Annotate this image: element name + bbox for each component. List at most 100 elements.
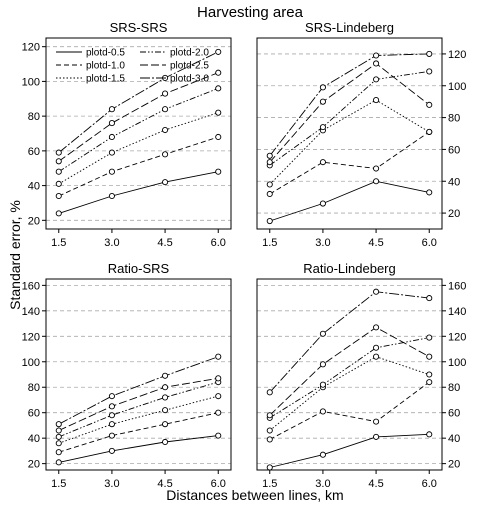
- data-point: [55, 149, 62, 156]
- panel-title: SRS-SRS: [110, 20, 168, 35]
- data-point: [373, 76, 380, 83]
- data-point: [215, 48, 222, 55]
- data-point: [162, 438, 169, 446]
- y-tick-label: 120: [448, 331, 466, 343]
- data-point: [162, 421, 169, 428]
- series-line-plotd-1.0: [58, 412, 219, 453]
- series-line-plotd-3.0: [58, 51, 219, 153]
- x-tick-label: 4.5: [368, 478, 383, 490]
- y-tick-label: 100: [22, 357, 40, 369]
- series-line-plotd-3.0: [269, 53, 430, 157]
- data-point: [215, 409, 222, 416]
- x-tick-label: 3.0: [315, 478, 330, 490]
- data-point: [108, 192, 115, 200]
- series-line-plotd-2.0: [269, 337, 430, 419]
- data-point: [373, 165, 380, 172]
- data-point: [266, 464, 273, 471]
- panel-title: Ratio-Lindeberg: [303, 261, 396, 276]
- y-tick-label: 140: [22, 306, 40, 318]
- x-tick-label: 1.5: [51, 478, 66, 490]
- data-point: [373, 52, 380, 59]
- data-point: [319, 451, 326, 458]
- data-point: [319, 408, 326, 415]
- data-point: [162, 394, 169, 401]
- y-tick-label: 160: [448, 280, 466, 292]
- x-tick-label: 3.0: [104, 237, 119, 249]
- data-point: [162, 384, 169, 391]
- y-tick-label: 20: [28, 459, 40, 471]
- data-point: [108, 421, 115, 428]
- data-point: [215, 353, 222, 360]
- chart-panel-3: Ratio-SRS 20 40 60 80 100 120 140 160 1.5 3.0 4.5 6.…: [22, 261, 232, 490]
- data-point: [162, 126, 169, 134]
- series-line-plotd-2.5: [58, 377, 219, 431]
- data-point: [215, 168, 222, 175]
- data-point: [108, 432, 115, 439]
- x-tick-label: 1.5: [51, 237, 66, 249]
- data-point: [215, 432, 222, 439]
- x-tick-label: 1.5: [262, 237, 277, 249]
- data-point: [55, 158, 62, 165]
- data-point: [55, 433, 62, 440]
- data-point: [266, 190, 273, 198]
- data-point: [426, 334, 433, 341]
- y-tick-label: 120: [22, 331, 40, 343]
- x-tick-label: 3.0: [104, 478, 119, 490]
- data-point: [266, 159, 273, 166]
- data-point: [55, 440, 62, 447]
- data-point: [319, 200, 326, 207]
- data-point: [108, 133, 115, 141]
- y-tick-label: 120: [448, 49, 466, 61]
- data-point: [55, 180, 62, 187]
- data-point: [373, 344, 380, 351]
- y-tick-label: 40: [28, 181, 40, 193]
- plot-frame: [45, 37, 232, 230]
- data-point: [266, 436, 273, 443]
- data-point: [266, 181, 273, 188]
- panel-title: Ratio-SRS: [108, 261, 170, 276]
- data-point: [215, 109, 222, 116]
- legend-label: plotd-1.5: [86, 74, 125, 85]
- series-line-plotd-1.0: [58, 136, 219, 197]
- x-tick-label: 6.0: [211, 478, 226, 490]
- y-tick-label: 60: [28, 146, 40, 158]
- data-point: [108, 149, 115, 156]
- y-tick-label: 120: [22, 42, 40, 54]
- data-point: [162, 90, 169, 97]
- data-point: [162, 407, 169, 414]
- data-point: [266, 412, 273, 419]
- data-point: [55, 192, 62, 200]
- figure-title: Harvesting area: [197, 4, 304, 21]
- y-tick-label: 140: [448, 306, 466, 318]
- plot-frame: [45, 278, 232, 471]
- data-point: [215, 69, 222, 76]
- data-point: [426, 101, 433, 108]
- y-tick-label: 60: [448, 408, 460, 420]
- series-line-plotd-0.5: [58, 171, 219, 214]
- series-line-plotd-2.0: [269, 70, 430, 166]
- data-point: [266, 217, 273, 225]
- data-point: [108, 403, 115, 410]
- legend: plotd-0.5 plotd-1.0 plotd-1.5 plotd-2.0 plot…: [56, 48, 209, 85]
- series-line-plotd-0.5: [58, 435, 219, 463]
- data-point: [426, 295, 433, 302]
- data-point: [426, 379, 433, 386]
- y-tick-label: 80: [448, 113, 460, 125]
- y-tick-label: 40: [448, 176, 460, 188]
- data-point: [426, 128, 433, 135]
- data-point: [426, 353, 433, 360]
- series-line-plotd-3.0: [269, 291, 430, 393]
- data-point: [108, 412, 115, 419]
- figure-xlabel: Distances between lines, km: [166, 487, 343, 503]
- x-tick-label: 4.5: [157, 237, 172, 249]
- x-tick-label: 6.0: [422, 237, 437, 249]
- data-point: [266, 152, 273, 159]
- series-line-plotd-1.5: [58, 112, 219, 185]
- y-tick-label: 60: [448, 144, 460, 156]
- y-tick-label: 80: [448, 382, 460, 394]
- data-point: [55, 459, 62, 466]
- data-point: [55, 427, 62, 434]
- series-line-plotd-2.5: [269, 62, 430, 163]
- data-point: [319, 84, 326, 91]
- data-point: [373, 97, 380, 104]
